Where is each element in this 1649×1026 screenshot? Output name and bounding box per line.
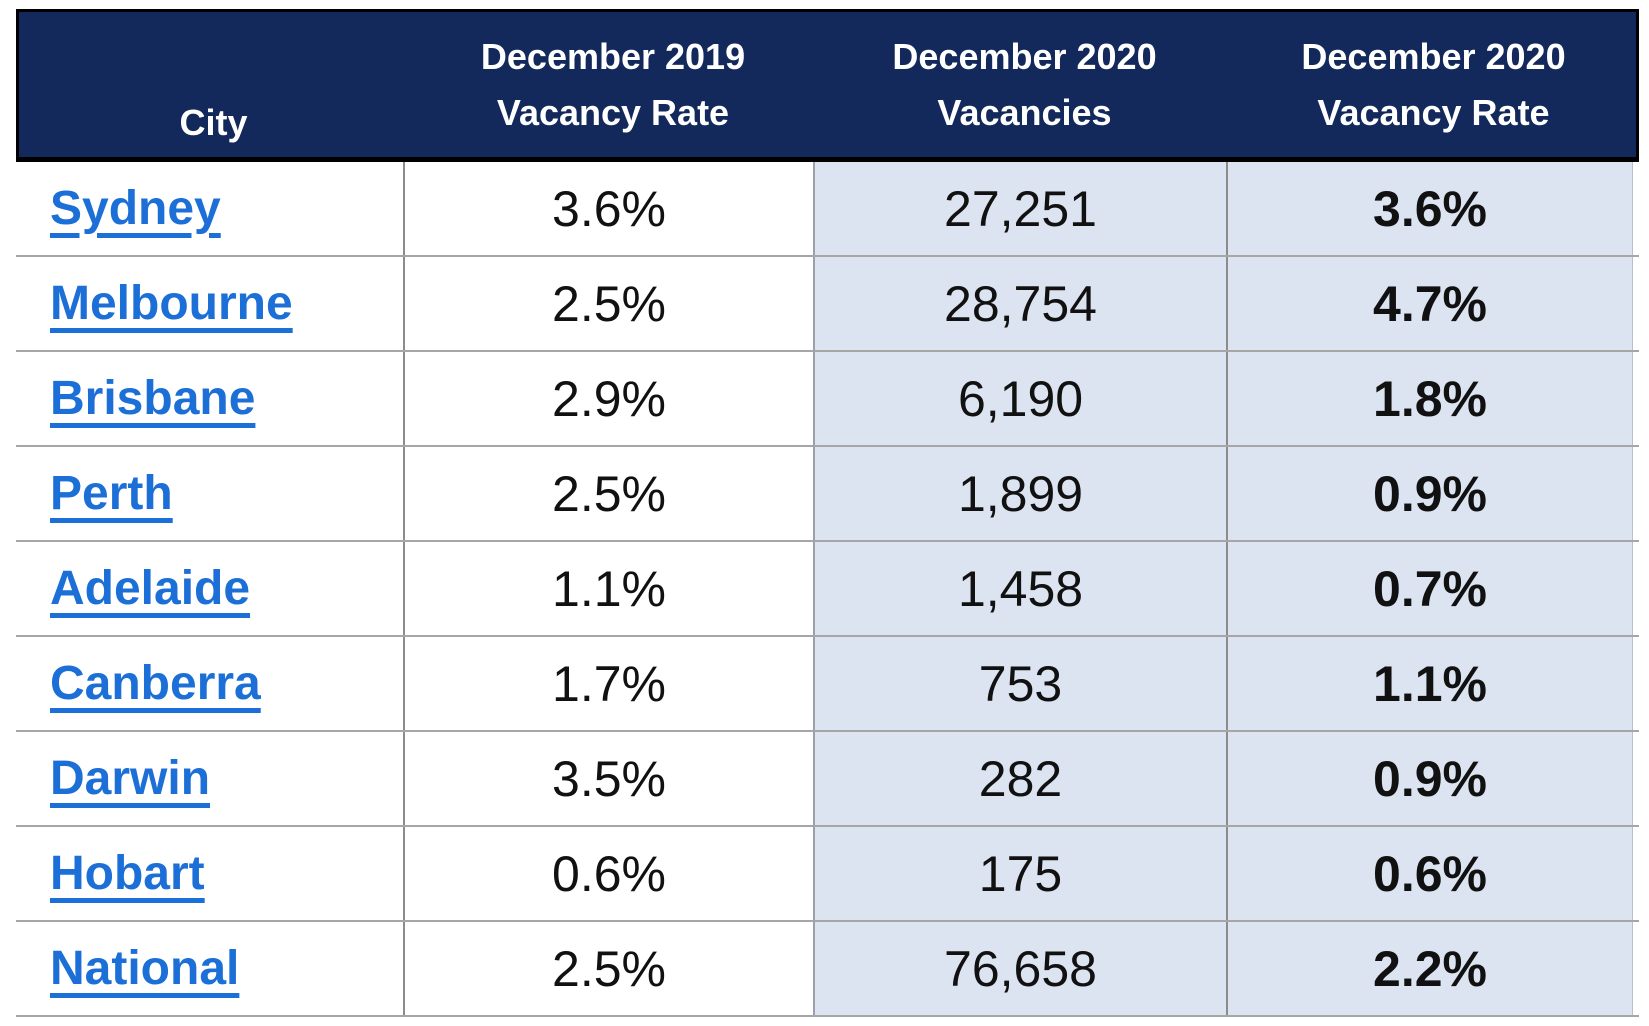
table-row: Hobart 0.6% 175 0.6% <box>16 827 1639 922</box>
dec-2020-vacancy-rate-cell: 2.2% <box>1228 922 1633 1015</box>
dec-2020-vacancies-value: 76,658 <box>944 940 1097 997</box>
dec-2020-vacancy-rate-cell: 0.9% <box>1228 732 1633 825</box>
dec-2019-vacancy-rate-value: 2.5% <box>552 940 666 997</box>
dec-2020-vacancy-rate-value: 2.2% <box>1373 940 1487 997</box>
table-header-row: City December 2019 Vacancy Rate December… <box>16 9 1639 162</box>
city-cell: Brisbane <box>16 352 405 445</box>
dec-2019-vacancy-rate-cell: 2.9% <box>405 352 815 445</box>
dec-2019-vacancy-rate-value: 2.5% <box>552 275 666 332</box>
dec-2020-vacancy-rate-value: 0.7% <box>1373 560 1487 617</box>
city-cell: Sydney <box>16 162 405 255</box>
dec-2020-vacancy-rate-value: 0.9% <box>1373 750 1487 807</box>
table-row: Melbourne 2.5% 28,754 4.7% <box>16 257 1639 352</box>
table-row: Brisbane 2.9% 6,190 1.8% <box>16 352 1639 447</box>
dec-2019-vacancy-rate-cell: 0.6% <box>405 827 815 920</box>
city-cell: Hobart <box>16 827 405 920</box>
city-link[interactable]: Melbourne <box>50 277 293 330</box>
dec-2019-vacancy-rate-value: 3.6% <box>552 180 666 237</box>
dec-2020-vacancies-cell: 175 <box>815 827 1228 920</box>
dec-2020-vacancy-rate-value: 3.6% <box>1373 180 1487 237</box>
vacancy-rates-table: City December 2019 Vacancy Rate December… <box>16 9 1639 1017</box>
dec-2020-vacancies-value: 1,899 <box>957 465 1084 522</box>
city-cell: Canberra <box>16 637 405 730</box>
dec-2020-vacancies-value: 28,754 <box>944 275 1097 332</box>
dec-2019-vacancy-rate-value: 1.1% <box>552 560 666 617</box>
city-cell: Melbourne <box>16 257 405 350</box>
dec-2020-vacancy-rate-cell: 0.7% <box>1228 542 1633 635</box>
city-link[interactable]: Canberra <box>50 657 261 710</box>
city-link[interactable]: Brisbane <box>50 372 256 425</box>
column-header-dec-2020-vacancy-rate: December 2020 Vacancy Rate <box>1301 35 1566 133</box>
dec-2019-vacancy-rate-cell: 2.5% <box>405 257 815 350</box>
dec-2020-vacancies-value: 753 <box>978 655 1063 712</box>
table-row: Perth 2.5% 1,899 0.9% <box>16 447 1639 542</box>
dec-2020-vacancy-rate-cell: 1.1% <box>1228 637 1633 730</box>
column-header-dec-2020-vacancies: December 2020 Vacancies <box>892 35 1157 133</box>
dec-2019-vacancy-rate-cell: 2.5% <box>405 447 815 540</box>
city-link[interactable]: Darwin <box>50 752 211 805</box>
dec-2020-vacancy-rate-value: 1.8% <box>1373 370 1487 427</box>
dec-2020-vacancies-value: 175 <box>978 845 1063 902</box>
table-row: Adelaide 1.1% 1,458 0.7% <box>16 542 1639 637</box>
dec-2019-vacancy-rate-cell: 3.6% <box>405 162 815 255</box>
dec-2020-vacancies-cell: 76,658 <box>815 922 1228 1015</box>
dec-2019-vacancy-rate-cell: 1.7% <box>405 637 815 730</box>
dec-2020-vacancies-cell: 1,899 <box>815 447 1228 540</box>
city-link[interactable]: Hobart <box>50 847 205 900</box>
dec-2020-vacancy-rate-cell: 3.6% <box>1228 162 1633 255</box>
table-row: National 2.5% 76,658 2.2% <box>16 922 1639 1017</box>
dec-2019-vacancy-rate-cell: 1.1% <box>405 542 815 635</box>
column-header-city: City <box>179 102 248 143</box>
dec-2019-vacancy-rate-value: 2.9% <box>552 370 666 427</box>
dec-2020-vacancies-value: 27,251 <box>944 180 1097 237</box>
dec-2020-vacancy-rate-cell: 0.9% <box>1228 447 1633 540</box>
dec-2019-vacancy-rate-value: 2.5% <box>552 465 666 522</box>
table-row: Darwin 3.5% 282 0.9% <box>16 732 1639 827</box>
dec-2020-vacancy-rate-cell: 1.8% <box>1228 352 1633 445</box>
city-link[interactable]: Perth <box>50 467 173 520</box>
dec-2020-vacancy-rate-cell: 4.7% <box>1228 257 1633 350</box>
dec-2020-vacancies-cell: 753 <box>815 637 1228 730</box>
table-row: Sydney 3.6% 27,251 3.6% <box>16 162 1639 257</box>
dec-2020-vacancies-cell: 6,190 <box>815 352 1228 445</box>
city-cell: Perth <box>16 447 405 540</box>
dec-2020-vacancy-rate-value: 0.6% <box>1373 845 1487 902</box>
dec-2020-vacancies-value: 6,190 <box>957 370 1084 427</box>
dec-2020-vacancy-rate-value: 4.7% <box>1373 275 1487 332</box>
dec-2019-vacancy-rate-value: 3.5% <box>552 750 666 807</box>
city-cell: Darwin <box>16 732 405 825</box>
dec-2020-vacancy-rate-value: 1.1% <box>1373 655 1487 712</box>
dec-2019-vacancy-rate-cell: 3.5% <box>405 732 815 825</box>
dec-2020-vacancies-cell: 28,754 <box>815 257 1228 350</box>
dec-2020-vacancies-cell: 282 <box>815 732 1228 825</box>
dec-2019-vacancy-rate-cell: 2.5% <box>405 922 815 1015</box>
city-link[interactable]: Sydney <box>50 182 221 235</box>
dec-2020-vacancy-rate-value: 0.9% <box>1373 465 1487 522</box>
table-row: Canberra 1.7% 753 1.1% <box>16 637 1639 732</box>
dec-2020-vacancies-value: 1,458 <box>957 560 1084 617</box>
city-link[interactable]: National <box>50 942 240 995</box>
city-cell: Adelaide <box>16 542 405 635</box>
dec-2020-vacancies-value: 282 <box>978 750 1063 807</box>
city-cell: National <box>16 922 405 1015</box>
dec-2020-vacancies-cell: 27,251 <box>815 162 1228 255</box>
dec-2019-vacancy-rate-value: 1.7% <box>552 655 666 712</box>
dec-2019-vacancy-rate-value: 0.6% <box>552 845 666 902</box>
column-header-dec-2019-vacancy-rate: December 2019 Vacancy Rate <box>480 35 746 133</box>
dec-2020-vacancy-rate-cell: 0.6% <box>1228 827 1633 920</box>
dec-2020-vacancies-cell: 1,458 <box>815 542 1228 635</box>
city-link[interactable]: Adelaide <box>50 562 251 615</box>
table-body: Sydney 3.6% 27,251 3.6% Melbourne 2.5% 2… <box>16 162 1639 1017</box>
